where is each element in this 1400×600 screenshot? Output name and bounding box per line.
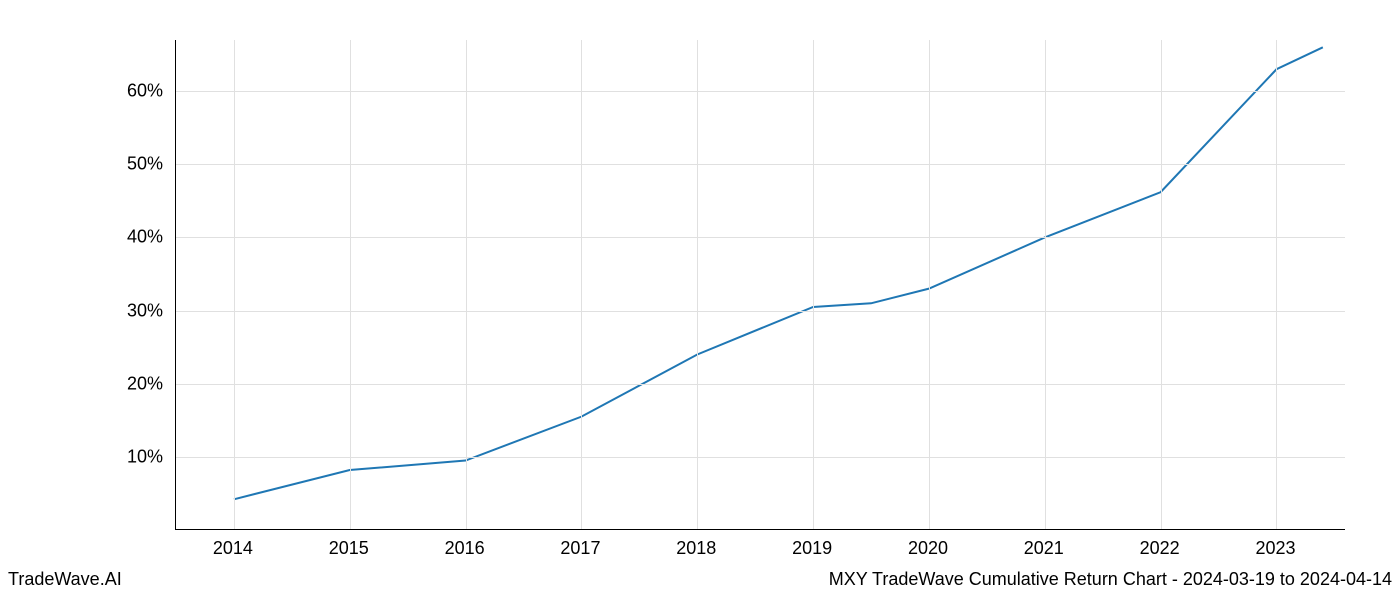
x-tick-label: 2019: [792, 538, 832, 559]
grid-line-v: [466, 40, 467, 529]
grid-line-h: [176, 457, 1345, 458]
grid-line-v: [1161, 40, 1162, 529]
x-tick-label: 2014: [213, 538, 253, 559]
plot-area: [175, 40, 1345, 530]
grid-line-v: [697, 40, 698, 529]
y-tick-label: 60%: [127, 81, 163, 102]
y-tick-label: 50%: [127, 154, 163, 175]
grid-line-h: [176, 91, 1345, 92]
x-tick-label: 2016: [445, 538, 485, 559]
grid-line-h: [176, 237, 1345, 238]
x-tick-label: 2020: [908, 538, 948, 559]
grid-line-v: [350, 40, 351, 529]
grid-line-h: [176, 311, 1345, 312]
footer-right: MXY TradeWave Cumulative Return Chart - …: [829, 569, 1392, 590]
grid-line-h: [176, 164, 1345, 165]
grid-line-v: [234, 40, 235, 529]
grid-line-v: [1045, 40, 1046, 529]
y-tick-label: 40%: [127, 227, 163, 248]
footer-left: TradeWave.AI: [8, 569, 122, 590]
x-tick-label: 2023: [1255, 538, 1295, 559]
grid-line-v: [813, 40, 814, 529]
y-tick-label: 30%: [127, 300, 163, 321]
x-tick-label: 2018: [676, 538, 716, 559]
chart-container: 2014201520162017201820192020202120222023…: [175, 40, 1345, 530]
grid-line-v: [1276, 40, 1277, 529]
x-tick-label: 2022: [1140, 538, 1180, 559]
series-line: [234, 47, 1323, 499]
grid-line-h: [176, 384, 1345, 385]
grid-line-v: [929, 40, 930, 529]
x-tick-label: 2017: [560, 538, 600, 559]
y-tick-label: 20%: [127, 373, 163, 394]
x-tick-label: 2021: [1024, 538, 1064, 559]
grid-line-v: [581, 40, 582, 529]
x-tick-label: 2015: [329, 538, 369, 559]
y-tick-label: 10%: [127, 446, 163, 467]
